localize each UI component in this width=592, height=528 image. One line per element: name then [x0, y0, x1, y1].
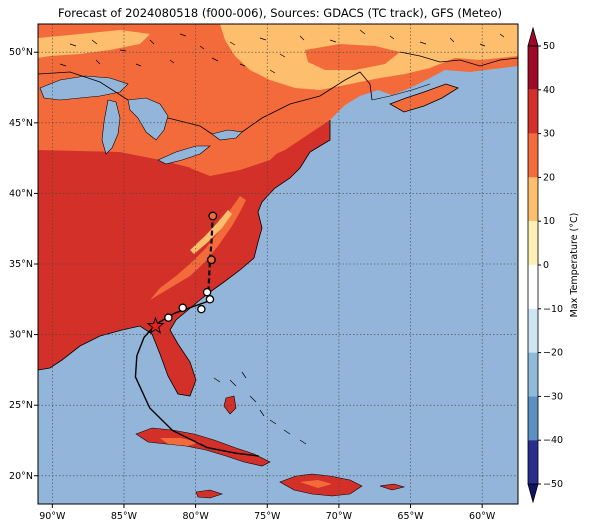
colorbar-tick-label: 20 — [543, 172, 555, 183]
island-andros — [223, 395, 237, 415]
colorbar-segment — [528, 133, 538, 178]
track-point-past — [164, 313, 173, 322]
colorbar-tick-label: −20 — [543, 348, 563, 359]
track-line-past — [134, 289, 259, 457]
y-tick-label: 35°N — [9, 259, 33, 270]
colorbar-tick-label: 40 — [543, 85, 555, 96]
x-tick-label: 65°W — [397, 511, 424, 522]
border-us-canada — [38, 71, 373, 135]
lake-superior — [39, 75, 129, 101]
colorbar-tick-label: −40 — [543, 435, 563, 446]
y-tick-label: 50°N — [9, 47, 33, 58]
colorbar-segment — [528, 89, 538, 134]
gridlines — [38, 24, 518, 504]
y-tick-label: 30°N — [9, 330, 33, 341]
x-tick-label: 85°W — [111, 511, 138, 522]
colorbar: −50 −40 −30 −20 −10 0 10 20 30 40 50 — [527, 26, 563, 504]
track-point-forecast — [208, 211, 218, 221]
colorbar-segment — [528, 221, 538, 265]
track-point-past — [197, 304, 206, 314]
y-tick-label: 45°N — [9, 118, 33, 129]
lake-erie — [157, 145, 211, 165]
x-tick-label: 80°W — [182, 511, 209, 522]
colorbar-tick-label: 50 — [543, 41, 555, 52]
northern-lakes — [59, 29, 505, 74]
colorbar-tick-label: 10 — [543, 216, 555, 227]
current-position-star-icon — [146, 316, 165, 334]
track-point-past — [202, 287, 212, 297]
track-point-past — [178, 303, 187, 313]
map-panel — [38, 24, 518, 504]
coastline-gulf-of-st-lawrence — [399, 51, 518, 67]
colorbar-segment — [528, 352, 538, 397]
colorbar-tick-label: −30 — [543, 391, 563, 402]
warm-patch-northeast — [190, 146, 285, 176]
y-tick-label: 40°N — [9, 188, 33, 199]
hispaniola-highlands — [300, 480, 332, 488]
x-tick-label: 90°W — [39, 511, 66, 522]
x-tick-label: 60°W — [469, 511, 496, 522]
colorbar-segment — [528, 46, 538, 90]
colorbar-tick-label: −10 — [543, 304, 563, 315]
coastline-east — [38, 120, 331, 397]
appalachian-band — [150, 196, 246, 300]
colorbar-segment — [528, 265, 538, 309]
lake-huron — [127, 97, 169, 141]
island-cuba — [135, 427, 271, 467]
colorbar-label: Max Temperature (°C) — [569, 213, 580, 318]
lake-ontario — [211, 129, 243, 141]
colorbar-segment — [528, 396, 538, 441]
warm-core-north — [305, 44, 400, 70]
colorbar-segment — [528, 440, 538, 484]
track-line-forecast — [207, 214, 214, 290]
track-point-forecast — [206, 255, 216, 265]
border-canada-provinces — [371, 83, 431, 101]
cool-patch-northwest — [38, 30, 150, 58]
colorbar-extend-min — [527, 483, 539, 504]
map-title: Forecast of 2024080518 (f000-006), Sourc… — [58, 6, 502, 20]
nova-scotia — [389, 83, 459, 113]
storm-track — [134, 211, 259, 457]
bahamas-islets — [213, 371, 307, 445]
colorbar-extend-max — [527, 26, 539, 47]
map-axes: 90°W 85°W 80°W 75°W 70°W 65°W 60°W 20°N 25°N 30°N… — [9, 47, 496, 522]
y-tick-label: 20°N — [9, 471, 33, 482]
x-tick-label: 70°W — [326, 511, 353, 522]
x-tick-label: 75°W — [254, 511, 281, 522]
track-point-past — [205, 295, 215, 304]
y-tick-label: 25°N — [9, 400, 33, 411]
lake-michigan — [101, 99, 121, 155]
island-jamaica — [195, 489, 223, 499]
hot-region-southeast — [38, 120, 330, 396]
colorbar-tick-label: −50 — [543, 479, 563, 490]
colorbar-tick-label: 0 — [543, 260, 549, 271]
island-puerto-rico — [379, 483, 406, 491]
colorbar-segment — [528, 177, 538, 222]
colorbar-segment — [528, 308, 538, 353]
colorbar-tick-label: 30 — [543, 129, 555, 140]
island-cuba-cool-core — [160, 438, 200, 446]
